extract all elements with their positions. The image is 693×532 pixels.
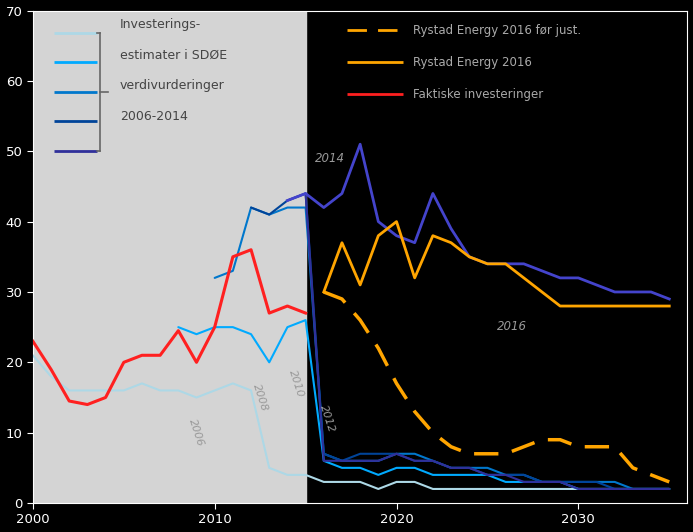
Text: verdivurderinger: verdivurderinger [120,79,225,92]
Bar [33,11,306,503]
Text: 2006: 2006 [187,418,206,448]
Text: Faktiske investeringer: Faktiske investeringer [412,88,543,101]
Text: 2006-2014: 2006-2014 [120,110,188,122]
Text: Investerings-: Investerings- [120,18,201,31]
Text: Rystad Energy 2016 før just.: Rystad Energy 2016 før just. [412,24,581,37]
Text: estimater i SDØE: estimater i SDØE [120,48,227,62]
Text: Rystad Energy 2016: Rystad Energy 2016 [412,56,532,69]
Text: 2012: 2012 [318,403,337,434]
Text: 2016: 2016 [496,320,527,333]
Text: 2008: 2008 [251,383,270,413]
Text: 2010: 2010 [288,368,306,398]
Text: 2014: 2014 [315,152,344,165]
